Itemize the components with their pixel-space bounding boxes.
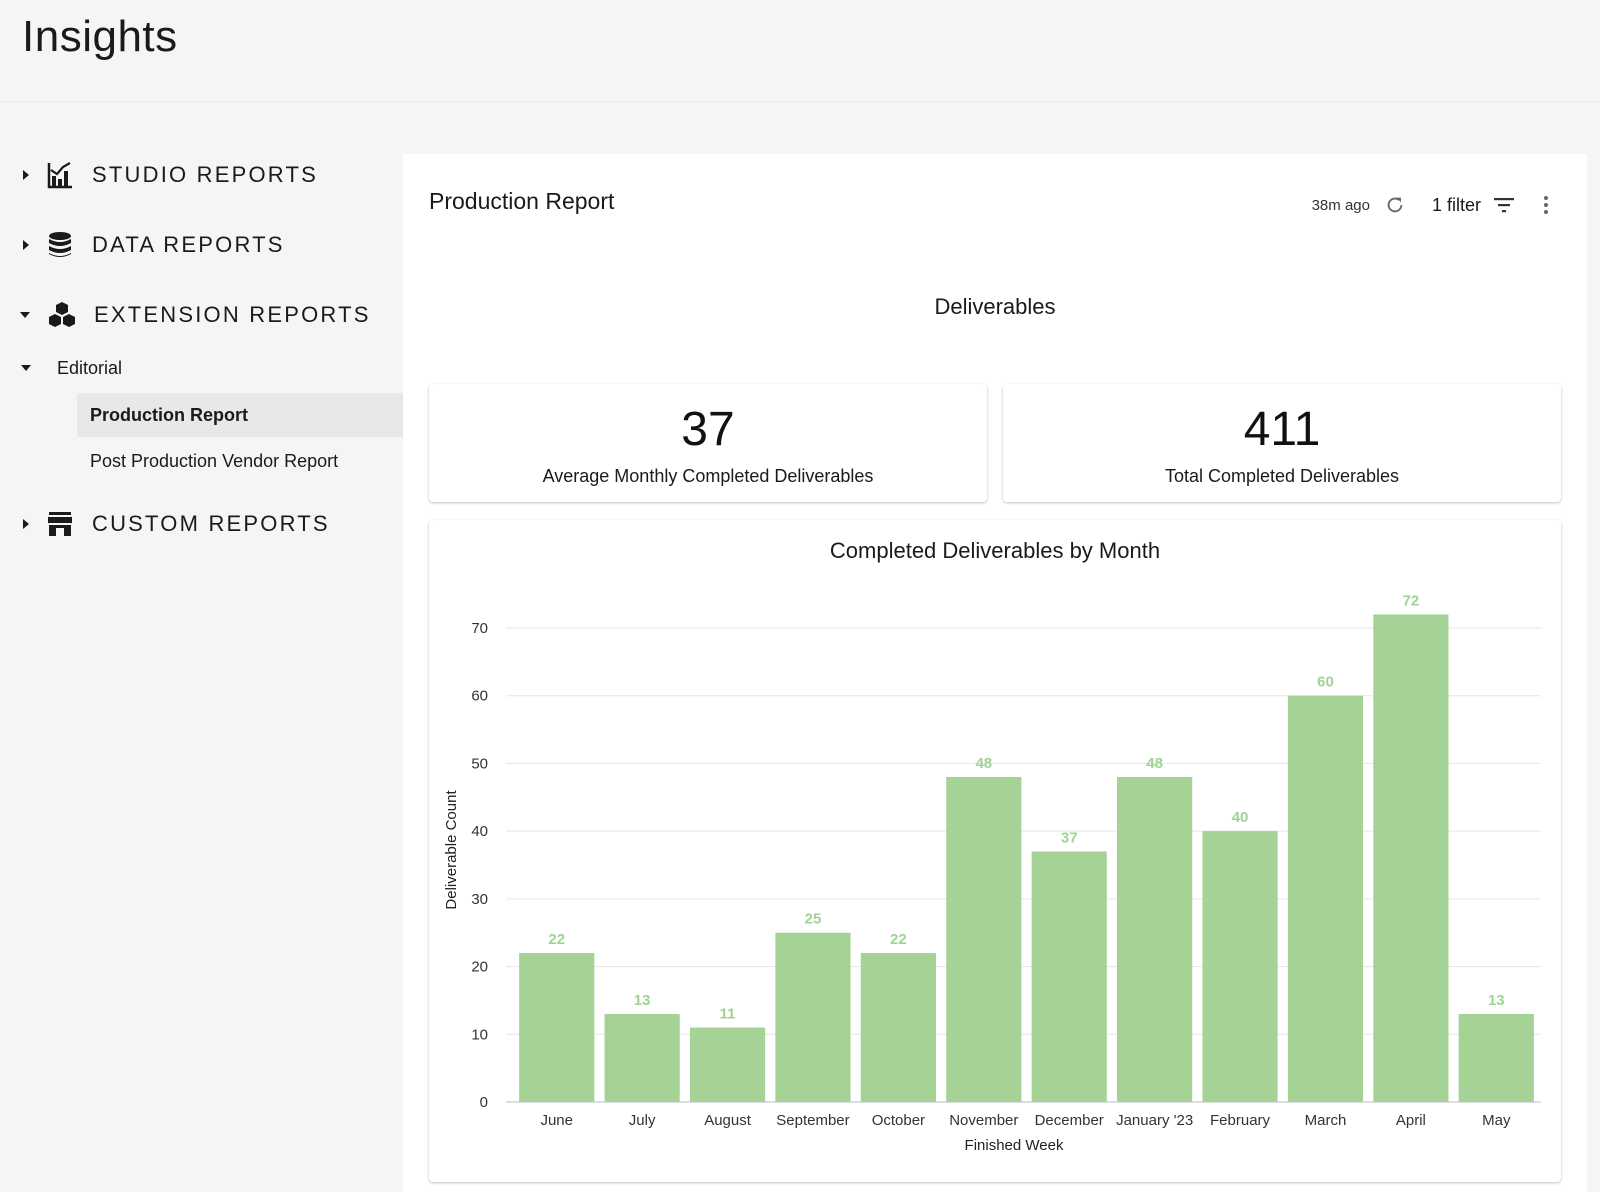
bar[interactable] bbox=[1373, 614, 1449, 1102]
sidebar-group-label: Editorial bbox=[57, 357, 123, 378]
y-tick-label: 60 bbox=[471, 688, 488, 705]
x-tick-label: April bbox=[1396, 1112, 1426, 1129]
y-tick-label: 30 bbox=[471, 891, 488, 908]
caret-down-icon bbox=[21, 365, 31, 371]
sidebar-item-production-report[interactable]: Production Report bbox=[77, 393, 403, 437]
bar-value-label: 22 bbox=[890, 931, 907, 948]
bar[interactable] bbox=[860, 953, 936, 1102]
bar-value-label: 72 bbox=[1403, 592, 1420, 609]
cubes-icon bbox=[48, 301, 76, 329]
filter-count-label: 1 filter bbox=[1431, 194, 1481, 215]
y-tick-label: 70 bbox=[471, 620, 488, 637]
y-tick-label: 0 bbox=[480, 1094, 488, 1111]
x-tick-label: August bbox=[704, 1112, 752, 1129]
bar[interactable] bbox=[1287, 695, 1364, 1102]
bar-value-label: 22 bbox=[548, 931, 565, 948]
x-tick-label: May bbox=[1482, 1112, 1511, 1129]
report-title: Production Report bbox=[429, 188, 615, 214]
bar-value-label: 13 bbox=[634, 992, 651, 1009]
bar[interactable] bbox=[604, 1013, 680, 1102]
database-icon bbox=[46, 231, 74, 259]
more-vert-icon bbox=[1544, 196, 1548, 214]
more-options-button[interactable] bbox=[1543, 195, 1549, 215]
caret-right-icon bbox=[23, 240, 29, 250]
kpi-card-total: 411 Total Completed Deliverables bbox=[1003, 384, 1561, 502]
x-axis-title: Finished Week bbox=[965, 1137, 1064, 1154]
sidebar-section-data-reports[interactable]: DATA REPORTS bbox=[0, 221, 403, 269]
refresh-icon bbox=[1387, 197, 1403, 213]
bar-value-label: 25 bbox=[805, 911, 822, 928]
sidebar-group-editorial[interactable]: Editorial bbox=[0, 348, 403, 388]
caret-right-icon bbox=[23, 170, 29, 180]
bar-value-label: 11 bbox=[720, 1006, 736, 1023]
sidebar-section-label: DATA REPORTS bbox=[92, 232, 285, 257]
y-tick-label: 40 bbox=[471, 823, 488, 840]
report-toolbar: 38m ago 1 filter bbox=[1312, 190, 1549, 220]
filter-button[interactable]: 1 filter bbox=[1432, 195, 1515, 216]
sidebar-section-label: CUSTOM REPORTS bbox=[92, 511, 330, 536]
report-panel: Production Report 38m ago 1 filter D bbox=[403, 154, 1587, 1192]
sidebar-section-studio-reports[interactable]: STUDIO REPORTS bbox=[0, 151, 403, 199]
bar[interactable] bbox=[1117, 776, 1193, 1102]
section-heading: Deliverables bbox=[934, 294, 1056, 319]
caret-right-icon bbox=[23, 519, 29, 529]
x-tick-label: February bbox=[1210, 1112, 1271, 1129]
x-tick-label: June bbox=[540, 1112, 573, 1129]
bar-value-label: 48 bbox=[1146, 755, 1163, 772]
bar[interactable] bbox=[1202, 831, 1278, 1102]
x-tick-label: September bbox=[776, 1112, 849, 1129]
bar[interactable] bbox=[775, 932, 851, 1102]
top-bar: Insights bbox=[0, 0, 1600, 102]
bar-chart-card: Completed Deliverables by Month 0 10 20 30 4… bbox=[429, 520, 1561, 1182]
chart-icon bbox=[46, 161, 74, 189]
x-tick-label: November bbox=[949, 1112, 1018, 1129]
filter-icon bbox=[1494, 198, 1514, 213]
y-tick-label: 10 bbox=[471, 1026, 488, 1043]
chart-title: Completed Deliverables by Month bbox=[830, 538, 1160, 563]
sidebar-section-label: STUDIO REPORTS bbox=[92, 162, 318, 187]
app-title: Insights bbox=[22, 12, 178, 61]
bar-value-label: 37 bbox=[1061, 829, 1078, 846]
bar-chart: Completed Deliverables by Month 0 10 20 30 4… bbox=[443, 538, 1541, 1154]
sidebar-section-custom-reports[interactable]: CUSTOM REPORTS bbox=[0, 500, 403, 548]
kpi-value: 37 bbox=[681, 403, 735, 456]
kpi-value: 411 bbox=[1243, 403, 1321, 456]
bar[interactable] bbox=[1458, 1013, 1534, 1102]
bar-value-label: 40 bbox=[1232, 809, 1249, 826]
kpi-card-average: 37 Average Monthly Completed Deliverable… bbox=[429, 384, 987, 502]
sidebar-section-extension-reports[interactable]: EXTENSION REPORTS bbox=[0, 291, 403, 339]
bar[interactable] bbox=[1031, 851, 1107, 1102]
y-tick-label: 50 bbox=[471, 755, 488, 772]
x-tick-label: July bbox=[629, 1112, 656, 1129]
y-tick-label: 20 bbox=[471, 959, 488, 976]
x-tick-label: January '23 bbox=[1116, 1112, 1193, 1129]
kpi-label: Total Completed Deliverables bbox=[1164, 466, 1400, 486]
kpi-label: Average Monthly Completed Deliverables bbox=[542, 466, 874, 486]
bar-value-label: 13 bbox=[1488, 992, 1505, 1009]
storefront-icon bbox=[46, 510, 74, 538]
caret-down-icon bbox=[20, 312, 30, 318]
x-tick-label: March bbox=[1305, 1112, 1347, 1129]
sidebar: STUDIO REPORTS DATA REPORTS EXTENSION RE… bbox=[0, 102, 403, 1192]
x-tick-label: December bbox=[1035, 1112, 1104, 1129]
sidebar-item-post-production-vendor-report[interactable]: Post Production Vendor Report bbox=[90, 450, 339, 471]
x-tick-label: October bbox=[872, 1112, 925, 1129]
last-updated-text: 38m ago bbox=[1311, 196, 1370, 214]
refresh-button[interactable] bbox=[1384, 194, 1406, 216]
bar-value-label: 60 bbox=[1317, 674, 1334, 691]
bar[interactable] bbox=[946, 776, 1022, 1102]
bar[interactable] bbox=[689, 1027, 766, 1102]
bar-value-label: 48 bbox=[975, 755, 992, 772]
bar[interactable] bbox=[519, 953, 595, 1102]
y-axis-title: Deliverable Count bbox=[443, 790, 460, 910]
sidebar-section-label: EXTENSION REPORTS bbox=[94, 302, 371, 327]
